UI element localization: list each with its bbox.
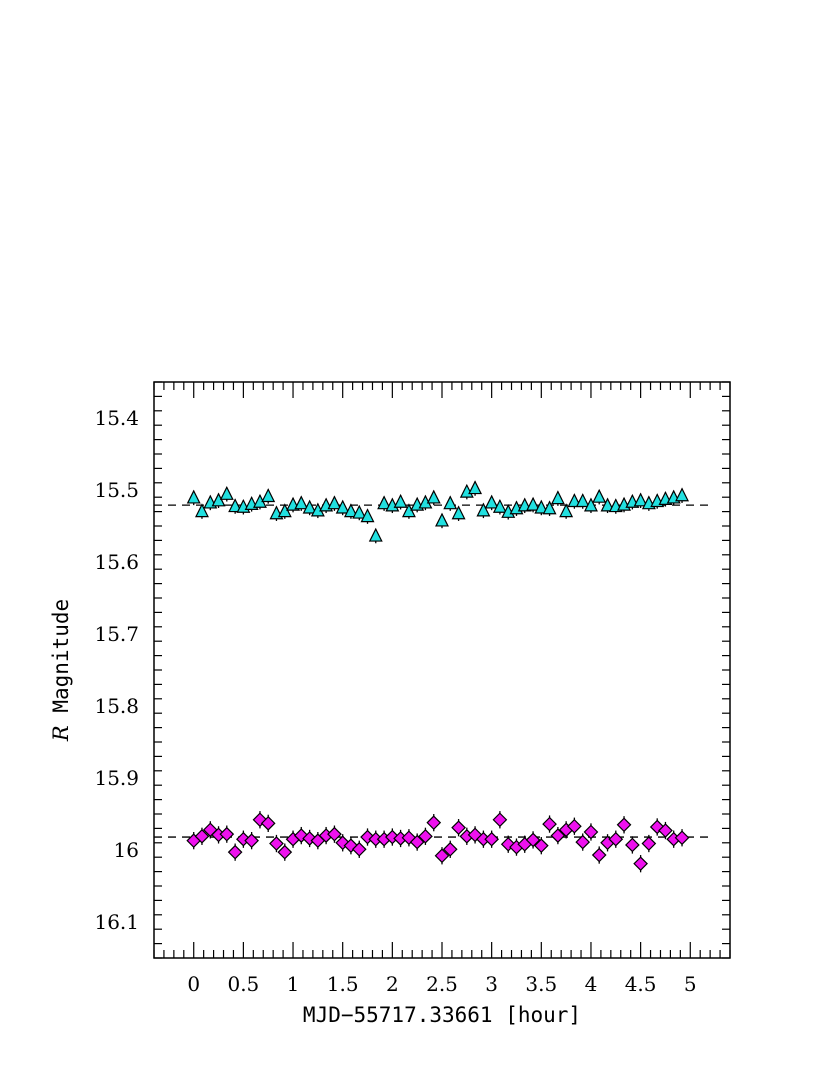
triangle-point [186, 489, 201, 504]
diamond-point [219, 826, 235, 842]
triangle-point [592, 488, 607, 503]
triangle-point [526, 496, 541, 511]
triangle-point [194, 503, 209, 518]
data-marks [186, 480, 690, 873]
diamond-point [260, 816, 276, 831]
diamond-point [641, 836, 657, 851]
triangle-point [675, 487, 690, 502]
diamond-point [451, 820, 466, 836]
diamond-point [327, 826, 342, 842]
diamond-point [633, 856, 648, 872]
triangle-point [575, 493, 590, 508]
diamond-point [608, 831, 624, 847]
diamond-point [583, 824, 599, 840]
triangle-point [294, 495, 309, 510]
triangle-point [360, 508, 375, 523]
triangle-point [633, 492, 648, 507]
triangle-point [451, 505, 466, 520]
y-tick-label: 16 [114, 838, 139, 862]
x-tick-label: 4 [585, 972, 598, 996]
triangle-point [468, 480, 483, 495]
x-tick-label: 3 [485, 972, 498, 996]
diamond-point [418, 828, 433, 844]
diamond-point [227, 844, 243, 860]
y-axis-label-rest: Magnitude [49, 599, 73, 725]
diamond-point [533, 838, 549, 854]
y-tick-label: 15.8 [94, 694, 139, 718]
y-tick-label: 15.7 [94, 622, 139, 646]
y-axis-label: R Magnitude [49, 599, 73, 742]
triangle-point [534, 499, 549, 514]
y-tick-label: 15.6 [94, 550, 139, 574]
diamond-point [244, 833, 259, 848]
x-tick-label: 4.5 [625, 972, 657, 996]
x-tick-label: 2.5 [426, 972, 458, 996]
x-axis-label: MJD−55717.33661 [hour] [303, 1003, 581, 1027]
triangle-point [352, 504, 367, 519]
diamond-point [525, 832, 541, 848]
mean-reference-lines [154, 504, 711, 838]
y-tick-label: 15.4 [94, 406, 139, 430]
diamond-point [542, 816, 557, 832]
triangle-point [368, 527, 383, 542]
x-tick-label: 1.5 [327, 972, 359, 996]
y-tick-label: 15.9 [94, 766, 139, 790]
diamond-point [625, 837, 640, 853]
diamond-point [442, 841, 458, 857]
triangle-point [435, 512, 449, 527]
diamond-point [269, 836, 284, 851]
diamond-point [351, 841, 367, 857]
diamond-point [484, 831, 500, 847]
triangle-point [261, 488, 276, 503]
triangle-point [559, 503, 574, 518]
triangle-point [443, 495, 458, 510]
diamond-point [591, 847, 607, 863]
triangle-point [567, 493, 582, 508]
triangle-point [492, 498, 507, 513]
tick-labels: 0 0.5 1 1.5 2 2.5 3 3.5 4 4.5 5 15.4 15.5 15.6 15.7 15.… [94, 406, 696, 996]
triangle-point [550, 490, 565, 505]
diamond-point [616, 817, 632, 833]
diamond-point [575, 834, 591, 850]
y-axis-label-italic: R [49, 725, 73, 742]
triangle-point [327, 495, 342, 510]
triangle-point [484, 494, 499, 509]
y-tick-label: 16.1 [94, 910, 139, 934]
triangle-point [228, 498, 243, 513]
diamond-point [550, 828, 566, 843]
triangle-point [335, 499, 350, 514]
triangle-point [343, 503, 358, 518]
y-tick-label: 15.5 [94, 478, 139, 502]
x-tick-label: 5 [684, 972, 697, 996]
triangle-point [542, 500, 557, 515]
x-tick-label: 2 [386, 972, 399, 996]
diamond-point [658, 823, 673, 838]
diamond-point [567, 818, 582, 834]
x-tick-label: 3.5 [525, 972, 557, 996]
axis-ticks [153, 381, 731, 959]
diamond-point [194, 828, 210, 844]
triangle-point [302, 499, 317, 514]
triangle-point [377, 495, 392, 510]
triangle-point [393, 493, 408, 508]
x-tick-label: 0.5 [227, 972, 259, 996]
diamond-point [492, 812, 508, 828]
x-tick-label: 0 [187, 972, 200, 996]
triangle-point [583, 497, 598, 512]
diamond-point [426, 815, 442, 830]
triangle-point [600, 497, 615, 512]
diamond-point [674, 830, 690, 846]
diamond-point [277, 844, 293, 860]
diamond-point [434, 848, 450, 864]
triangle-point [476, 502, 491, 517]
triangle-point [219, 485, 234, 500]
plot-frame [153, 381, 731, 959]
triangle-point [426, 489, 441, 504]
diamond-point [409, 834, 425, 850]
x-tick-label: 1 [287, 972, 300, 996]
